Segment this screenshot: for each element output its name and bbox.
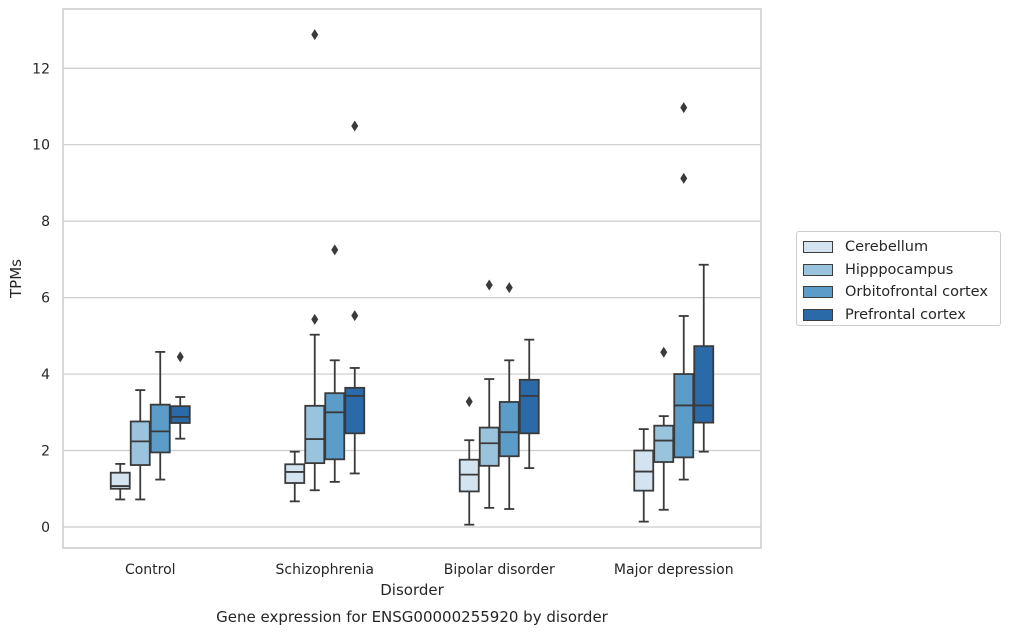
plot-area-frame (62, 8, 762, 549)
y-tick-label: 6 (41, 291, 50, 307)
legend-item-orbitofrontal-cortex: Orbitofrontal cortex (803, 281, 1000, 304)
iqr-box (149, 403, 171, 454)
legend-swatch (803, 263, 833, 276)
legend-label: Orbitofrontal cortex (845, 284, 988, 301)
box-3-2 (673, 102, 695, 481)
iqr-box (498, 401, 520, 458)
iqr-box (324, 392, 346, 461)
box-1-2 (324, 244, 346, 483)
iqr-box (304, 404, 326, 465)
box-1-3 (344, 120, 366, 475)
outlier-point (465, 396, 473, 408)
box-0-1 (129, 389, 151, 501)
legend: Cerebellum Hipppocampus Orbitofrontal co… (796, 231, 1001, 326)
y-tick-label: 12 (32, 61, 50, 77)
iqr-box (673, 373, 695, 459)
outlier-point (311, 29, 319, 41)
box-3-3 (693, 263, 715, 453)
outlier-point (505, 282, 513, 294)
box-plot-series (109, 29, 715, 526)
grid-lines (63, 67, 761, 528)
x-tick-label: Major depression (614, 562, 734, 578)
outlier-point (351, 120, 359, 132)
iqr-box (518, 378, 540, 435)
outlier-point (680, 102, 688, 114)
y-tick-label: 2 (41, 444, 50, 460)
y-tick-label: 8 (41, 214, 50, 230)
iqr-box (478, 426, 500, 467)
outlier-point (351, 310, 359, 322)
box-3-1 (653, 346, 675, 511)
iqr-box (693, 345, 715, 424)
legend-item-cerebellum: Cerebellum (803, 236, 1000, 259)
x-tick-label: Bipolar disorder (444, 562, 555, 578)
iqr-box (633, 449, 655, 492)
outlier-point (660, 346, 668, 358)
box-0-2 (149, 350, 171, 481)
legend-swatch (803, 241, 833, 254)
iqr-box (458, 458, 480, 493)
iqr-box (169, 405, 191, 424)
legend-label: Cerebellum (845, 239, 929, 256)
box-1-1 (304, 29, 326, 492)
outlier-point (331, 244, 339, 256)
box-3-0 (633, 428, 655, 523)
box-2-3 (518, 338, 540, 470)
outlier-point (176, 351, 184, 363)
x-tick-label: Control (125, 562, 176, 578)
iqr-box (109, 471, 131, 490)
legend-swatch (803, 286, 833, 299)
box-0-0 (109, 463, 131, 501)
box-2-2 (498, 282, 520, 510)
box-2-1 (478, 279, 500, 509)
outlier-point (485, 279, 493, 291)
outlier-point (680, 172, 688, 184)
y-tick-label: 10 (32, 138, 50, 154)
y-axis-label: TPMs (7, 259, 25, 299)
axis-ticks: 0 2 4 6 8 10 12 Control Schizophrenia Bipolar dis… (32, 61, 733, 578)
legend-swatch (803, 308, 833, 321)
box-0-3 (169, 351, 191, 440)
legend-label: Hipppocampus (845, 261, 954, 278)
legend-label: Prefrontal cortex (845, 306, 966, 323)
iqr-box (653, 424, 675, 463)
iqr-box (344, 386, 366, 435)
legend-item-hippocampus: Hipppocampus (803, 259, 1000, 282)
y-tick-label: 0 (41, 520, 50, 536)
outlier-point (311, 313, 319, 325)
legend-item-prefrontal-cortex: Prefrontal cortex (803, 304, 1000, 327)
y-tick-label: 4 (41, 367, 50, 383)
chart-caption: Gene expression for ENSG00000255920 by d… (216, 608, 609, 626)
x-axis-label: Disorder (380, 581, 444, 599)
x-tick-label: Schizophrenia (276, 562, 374, 578)
box-2-0 (458, 396, 480, 526)
iqr-box (129, 420, 151, 466)
iqr-box (284, 463, 306, 484)
box-1-0 (284, 450, 306, 503)
